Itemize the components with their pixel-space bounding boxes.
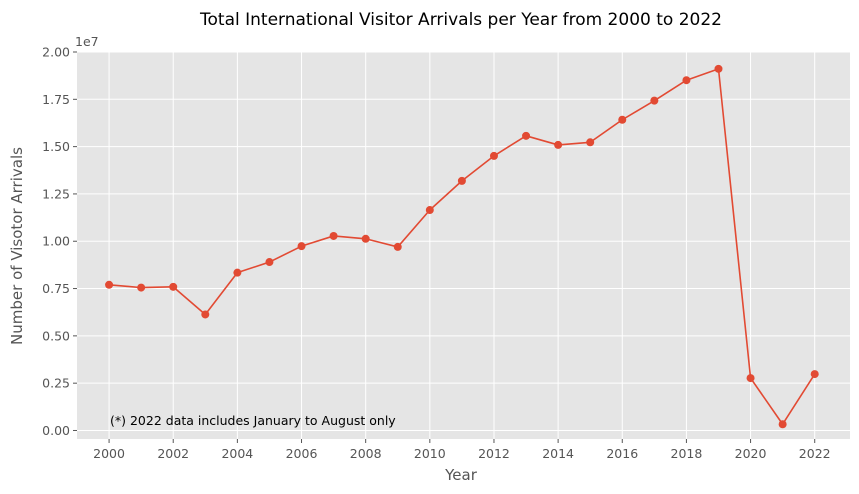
x-tick-label: 2004 — [221, 446, 253, 461]
chart-annotation: (*) 2022 data includes January to August… — [110, 413, 396, 428]
data-point — [586, 138, 595, 147]
y-tick-label: 1.25 — [42, 186, 70, 201]
plot-area — [77, 52, 850, 439]
x-tick-label: 2018 — [671, 446, 703, 461]
y-axis-exponent: 1e7 — [75, 34, 99, 49]
data-point — [810, 370, 819, 379]
data-points — [105, 64, 819, 429]
data-point — [489, 151, 498, 160]
data-point — [265, 258, 274, 267]
x-tick-label: 2000 — [93, 446, 125, 461]
x-tick-label: 2006 — [286, 446, 318, 461]
data-point — [522, 131, 531, 140]
data-point — [329, 231, 338, 240]
data-point — [297, 242, 306, 251]
data-point — [714, 64, 723, 73]
x-tick-label: 2016 — [606, 446, 638, 461]
chart-title: Total International Visitor Arrivals per… — [199, 10, 722, 30]
data-point — [682, 76, 691, 85]
x-tick-label: 2010 — [414, 446, 446, 461]
x-tick-label: 2008 — [350, 446, 382, 461]
grid — [77, 51, 850, 439]
data-point — [169, 282, 178, 291]
y-tick-label: 1.50 — [42, 139, 70, 154]
x-axis-label: Year — [444, 466, 478, 484]
data-point — [457, 176, 466, 185]
axis-ticks: 2000 2002 2004 2006 2008 2010 2012 2014 2016 2018… — [42, 45, 830, 462]
y-tick-label: 0.25 — [42, 376, 70, 391]
x-tick-label: 2012 — [478, 446, 510, 461]
data-point — [425, 206, 434, 215]
y-tick-label: 0.00 — [42, 423, 70, 438]
data-point — [650, 96, 659, 105]
y-axis-label: Number of Visotor Arrivals — [8, 147, 26, 345]
y-tick-label: 1.00 — [42, 234, 70, 249]
x-tick-label: 2020 — [735, 446, 767, 461]
data-point — [201, 310, 210, 319]
data-point — [778, 420, 787, 429]
data-point — [361, 234, 370, 243]
data-point — [618, 115, 627, 124]
data-point — [137, 283, 146, 292]
x-tick-label: 2022 — [799, 446, 831, 461]
data-point — [746, 374, 755, 383]
x-tick-label: 2002 — [157, 446, 189, 461]
x-tick-label: 2014 — [542, 446, 574, 461]
y-tick-label: 0.50 — [42, 328, 70, 343]
y-tick-label: 2.00 — [42, 45, 70, 60]
data-point — [554, 140, 563, 149]
data-point — [233, 268, 242, 277]
y-tick-label: 0.75 — [42, 281, 70, 296]
data-point — [393, 242, 402, 251]
data-point — [105, 280, 114, 289]
y-tick-label: 1.75 — [42, 92, 70, 107]
